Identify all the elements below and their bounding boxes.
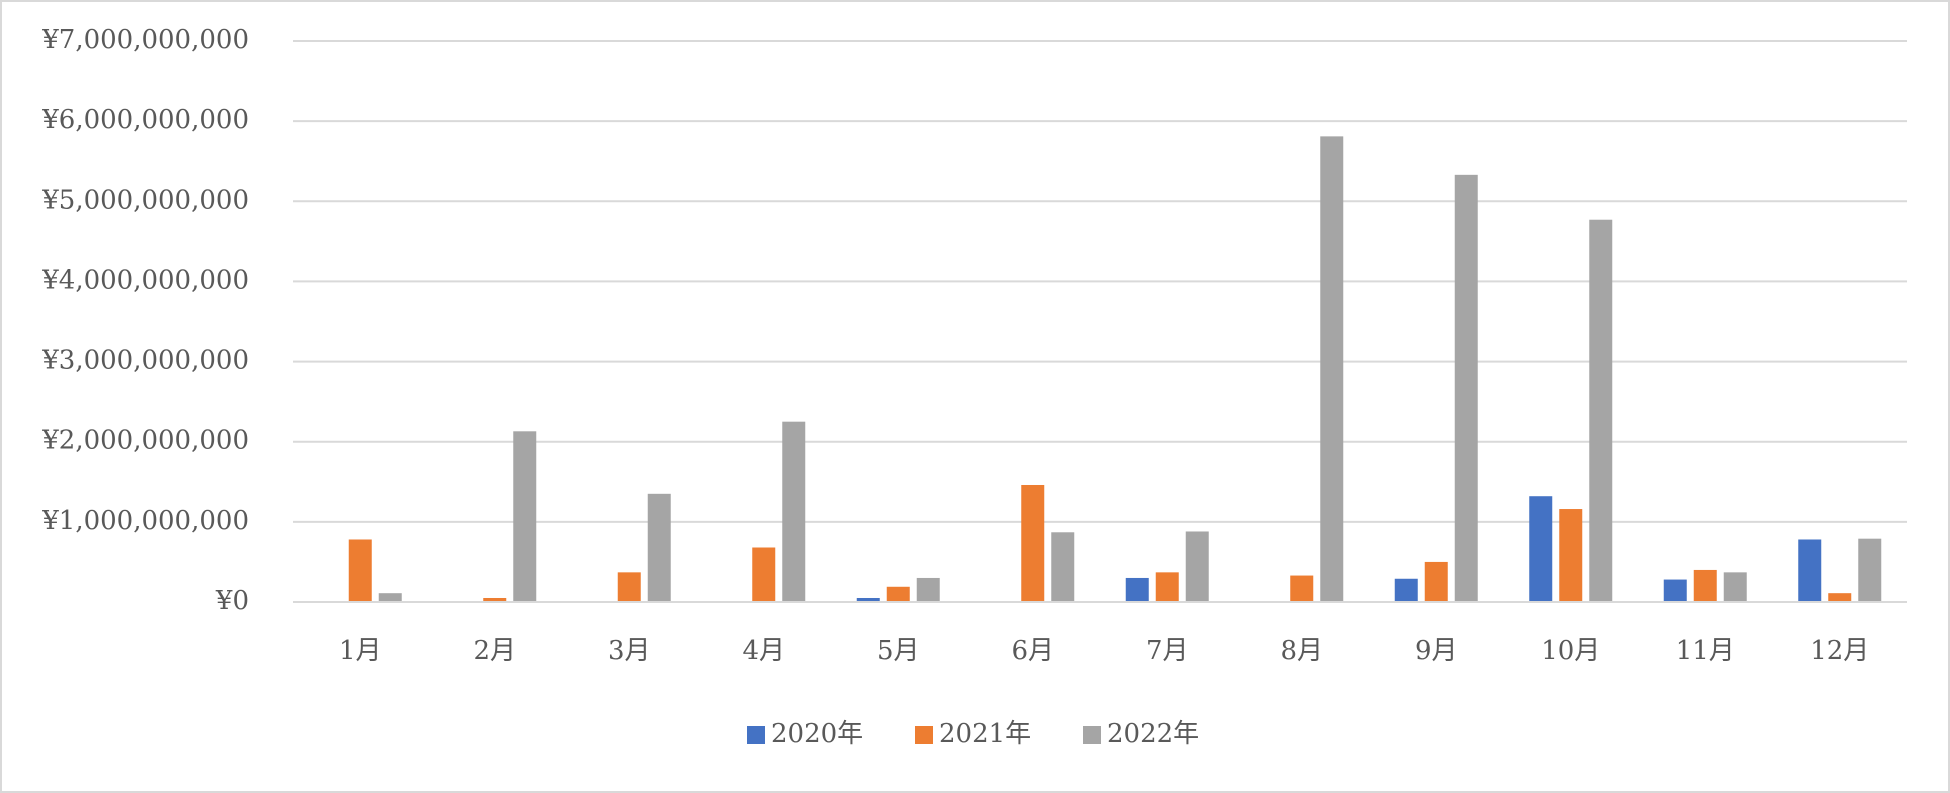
legend-swatch bbox=[1083, 726, 1101, 744]
bar bbox=[1394, 578, 1418, 602]
bar bbox=[617, 572, 641, 602]
y-tick-label: ¥7,000,000,000 bbox=[41, 25, 249, 55]
bar bbox=[1559, 509, 1583, 602]
y-tick-label: ¥0 bbox=[215, 586, 249, 616]
y-tick-label: ¥5,000,000,000 bbox=[41, 185, 249, 215]
y-tick-label: ¥1,000,000,000 bbox=[41, 506, 249, 536]
bar bbox=[647, 493, 671, 602]
x-tick-label: 1月 bbox=[339, 636, 382, 666]
bar bbox=[1454, 174, 1478, 603]
bar bbox=[1828, 593, 1852, 602]
x-tick-label: 6月 bbox=[1011, 636, 1054, 666]
x-tick-label: 11月 bbox=[1676, 636, 1735, 666]
bar bbox=[1424, 561, 1448, 602]
bar bbox=[1125, 577, 1149, 602]
bar bbox=[1155, 572, 1179, 602]
bar bbox=[1320, 136, 1344, 602]
x-tick-label: 4月 bbox=[742, 636, 785, 666]
y-tick-label: ¥3,000,000,000 bbox=[41, 346, 249, 376]
bar bbox=[1858, 538, 1882, 602]
legend-swatch bbox=[747, 726, 765, 744]
x-tick-label: 5月 bbox=[877, 636, 920, 666]
bar bbox=[886, 586, 910, 602]
bar bbox=[513, 431, 537, 602]
x-tick-label: 7月 bbox=[1146, 636, 1189, 666]
bar bbox=[1185, 531, 1209, 602]
legend-swatch bbox=[915, 726, 933, 744]
bar bbox=[1798, 539, 1822, 602]
x-tick-label: 10月 bbox=[1541, 636, 1600, 666]
y-tick-label: ¥2,000,000,000 bbox=[41, 426, 249, 456]
y-tick-label: ¥4,000,000,000 bbox=[41, 265, 249, 295]
bar bbox=[1723, 572, 1747, 602]
legend-label: 2022年 bbox=[1107, 719, 1199, 749]
bar bbox=[1589, 219, 1613, 602]
bar bbox=[782, 421, 806, 602]
legend-label: 2021年 bbox=[939, 719, 1031, 749]
y-tick-label: ¥6,000,000,000 bbox=[41, 105, 249, 135]
bar bbox=[1051, 532, 1075, 602]
x-tick-label: 8月 bbox=[1280, 636, 1323, 666]
bar bbox=[752, 547, 776, 602]
bar bbox=[1663, 579, 1687, 602]
bar bbox=[856, 597, 880, 602]
bar bbox=[916, 577, 940, 602]
bar bbox=[1529, 496, 1553, 602]
x-tick-label: 9月 bbox=[1415, 636, 1458, 666]
bar bbox=[1021, 484, 1045, 602]
x-tick-label: 3月 bbox=[608, 636, 651, 666]
bar bbox=[1290, 575, 1314, 602]
x-tick-label: 12月 bbox=[1810, 636, 1869, 666]
bar bbox=[1693, 569, 1717, 602]
bar bbox=[348, 539, 372, 602]
bar bbox=[378, 593, 402, 602]
legend-label: 2020年 bbox=[771, 719, 863, 749]
x-tick-label: 2月 bbox=[473, 636, 516, 666]
bar bbox=[483, 597, 507, 602]
